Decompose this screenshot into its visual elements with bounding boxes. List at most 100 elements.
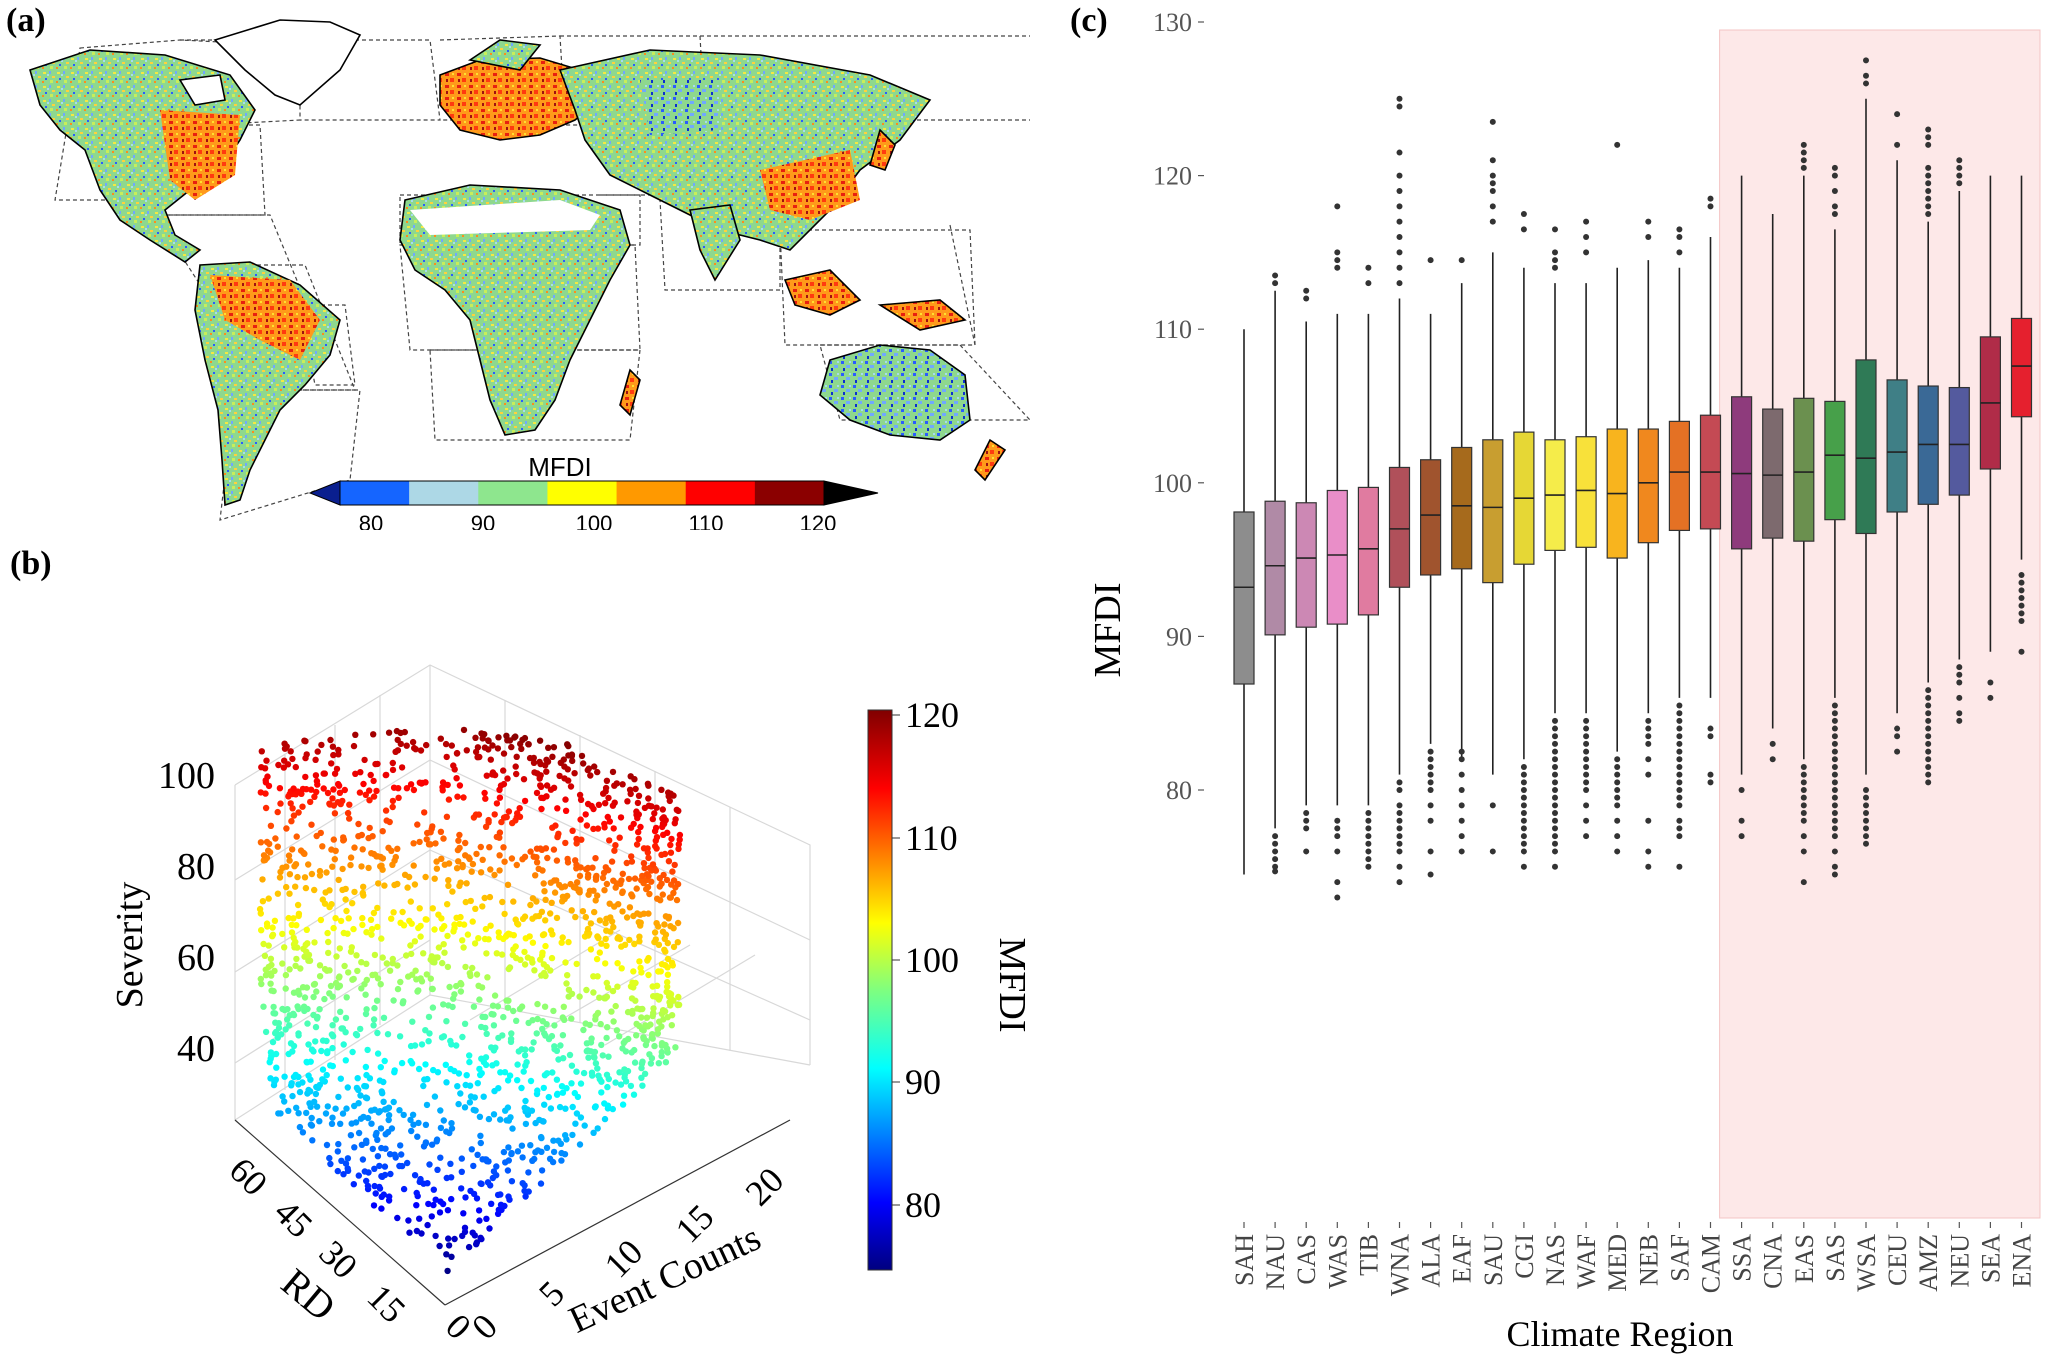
scatter-point — [561, 775, 568, 782]
box-cam — [1699, 195, 1722, 786]
outlier — [1925, 717, 1932, 724]
scatter-point — [362, 1094, 370, 1101]
scatter-point — [467, 1187, 474, 1195]
scatter-point — [457, 1090, 464, 1097]
scatter-point — [602, 935, 609, 943]
scatter-point — [548, 899, 555, 906]
cbar-tick: 110 — [905, 818, 958, 858]
scatter-point — [404, 1159, 411, 1167]
outlier — [1365, 280, 1372, 287]
scatter-point — [612, 1079, 619, 1086]
scatter-point — [295, 1110, 302, 1117]
scatter-point — [560, 1055, 567, 1062]
scatter-point — [332, 1016, 340, 1023]
outlier — [1396, 879, 1403, 886]
scatter-point — [501, 858, 508, 865]
scatter-point — [451, 1235, 458, 1243]
scatter-point — [630, 820, 637, 828]
outlier — [1676, 733, 1683, 740]
scatter-point — [610, 1018, 617, 1025]
scatter-point — [461, 1224, 469, 1231]
scatter-point — [644, 845, 651, 852]
scatter-point — [397, 1142, 404, 1149]
outlier — [2018, 610, 2025, 617]
scatter-point — [485, 816, 492, 824]
outlier — [1769, 756, 1776, 763]
outlier — [1272, 848, 1279, 855]
scatter-point — [494, 1003, 502, 1010]
scatter-point — [490, 1111, 498, 1118]
scatter-point — [582, 1020, 589, 1027]
outlier — [1894, 748, 1901, 755]
scatter-point — [425, 1200, 432, 1208]
scatter-point — [483, 1030, 490, 1037]
scatter-point — [350, 975, 357, 983]
scatter-point — [638, 1014, 645, 1021]
scatter-point — [377, 1064, 384, 1071]
scatter-point — [323, 869, 330, 876]
outlier — [1458, 848, 1465, 855]
scatter-point — [331, 810, 339, 817]
scatter-point — [453, 775, 460, 782]
outlier — [1987, 679, 1994, 686]
outlier — [1334, 833, 1341, 840]
scatter-point — [492, 1044, 499, 1051]
outlier — [1489, 180, 1496, 187]
scatter-point — [615, 934, 622, 941]
scatter-point — [536, 1116, 543, 1124]
scatter-point — [629, 1007, 636, 1015]
outlier — [1800, 141, 1807, 148]
scatter-point — [594, 973, 601, 980]
scatter-point — [576, 791, 584, 799]
scatter-point — [323, 1071, 330, 1079]
scatter-point — [316, 1006, 323, 1013]
scatter-point — [523, 1059, 530, 1066]
scatter-point — [661, 921, 668, 928]
scatter-point — [332, 1105, 339, 1112]
scatter-point — [304, 1020, 311, 1027]
scatter-point — [598, 940, 605, 947]
scatter-point — [352, 731, 359, 738]
box-iqr — [1451, 446, 1473, 570]
box-waf — [1575, 218, 1597, 840]
scatter-point — [645, 910, 652, 917]
scatter-point — [387, 1170, 394, 1178]
scatter-point — [603, 777, 611, 784]
outlier — [1427, 771, 1434, 778]
scatter-point — [377, 1125, 385, 1132]
scatter-point — [335, 746, 342, 754]
scatter-point — [587, 920, 595, 927]
scatter-point — [603, 1034, 610, 1042]
scatter-point — [415, 987, 422, 994]
scatter-point — [518, 1084, 525, 1092]
scatter-point — [269, 931, 277, 938]
box-tib — [1357, 264, 1379, 870]
scatter-point — [626, 936, 633, 944]
outlier — [1427, 787, 1434, 793]
scatter-point — [258, 748, 265, 755]
scatter-point — [434, 954, 441, 961]
outlier — [1831, 833, 1838, 840]
outlier — [1707, 725, 1714, 732]
scatter-point — [660, 814, 667, 821]
scatter-point — [262, 804, 270, 812]
scatter-point — [617, 814, 625, 821]
colorbar-cell — [754, 481, 825, 505]
y-tick: 45 — [267, 1192, 321, 1246]
scatter-point — [293, 833, 300, 840]
scatter-point — [605, 794, 612, 802]
scatter-point — [659, 928, 667, 935]
outlier — [1676, 802, 1683, 809]
scatter-point — [319, 1066, 327, 1073]
outlier — [1831, 748, 1838, 755]
scatter-point — [475, 982, 482, 989]
scatter-point — [370, 1202, 378, 1209]
outlier — [1800, 763, 1807, 770]
outlier — [1303, 287, 1310, 294]
y-tick-label: 100 — [1153, 469, 1192, 498]
scatter-point — [319, 896, 326, 903]
scatter-point — [288, 1080, 295, 1087]
y-tick-label: 120 — [1153, 162, 1192, 191]
scatter-point — [639, 1005, 646, 1013]
x-tick-label: EAS — [1790, 1234, 1819, 1283]
